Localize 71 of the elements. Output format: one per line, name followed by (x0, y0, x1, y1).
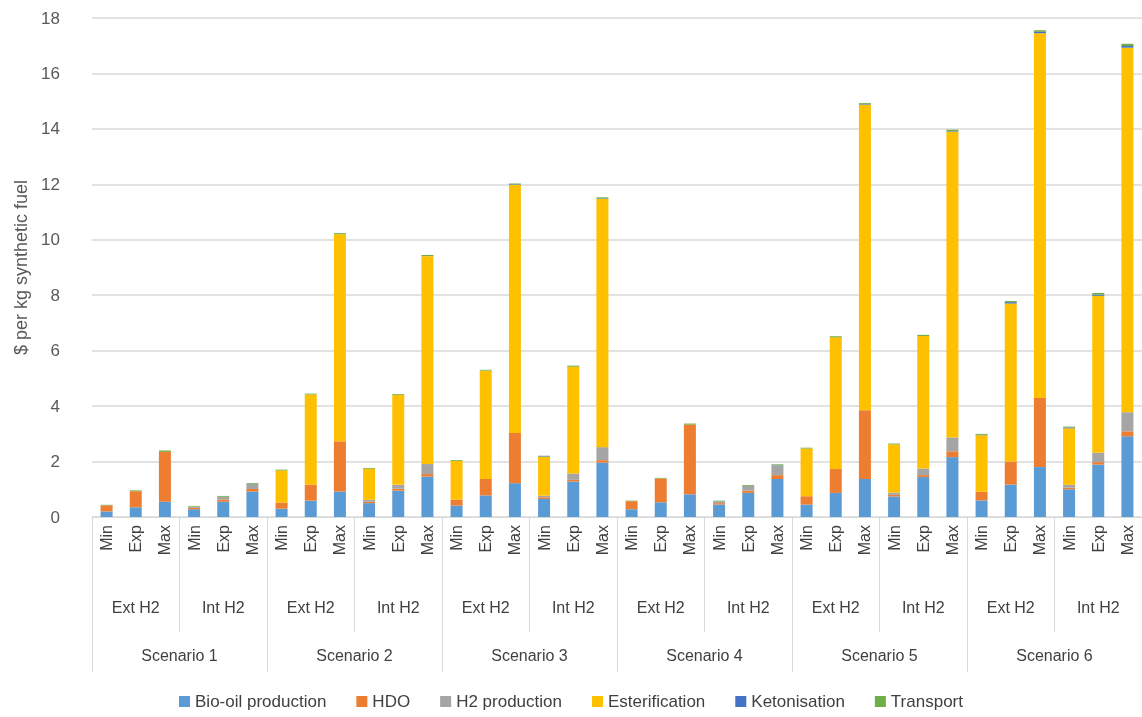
y-tick-label: 18 (41, 8, 60, 28)
text: Ext H2 (111, 598, 160, 616)
x-tick-label: Min (98, 525, 116, 551)
y-tick-label: 6 (50, 341, 60, 361)
y-tick-label: 8 (50, 285, 60, 305)
x-tick-label: Min (1060, 525, 1078, 551)
legend-label: Bio-oil production (195, 692, 327, 711)
x-tick-label: Max (156, 525, 174, 556)
x-tick-label: Exp (477, 524, 495, 553)
y-tick-label: 2 (50, 452, 60, 472)
x-tick-label: Exp (214, 524, 232, 553)
x-tick-label: Max (243, 525, 261, 556)
x-tick-label: Min (185, 525, 203, 551)
x-tick-label: Min (360, 525, 378, 551)
text: Scenario 4 (666, 646, 743, 664)
x-tick-label: Exp (739, 524, 757, 553)
x-tick-label: Max (1031, 525, 1049, 556)
x-tick-label: Exp (827, 524, 845, 553)
legend-label: HDO (372, 692, 411, 711)
text: Scenario 2 (316, 646, 393, 664)
y-tick-label: 14 (41, 119, 60, 139)
text: Int H2 (901, 598, 945, 616)
x-tick-label: Max (418, 525, 436, 556)
y-tick-label: 0 (50, 507, 60, 527)
text: Scenario 6 (1016, 646, 1093, 664)
x-tick-label: Exp (389, 524, 407, 553)
x-tick-label: Exp (1089, 524, 1107, 553)
x-tick-label: Min (710, 525, 728, 551)
x-tick-label: Exp (127, 524, 145, 553)
x-tick-label: Exp (564, 524, 582, 553)
x-tick-label: Max (681, 525, 699, 556)
y-tick-label: 16 (41, 63, 60, 83)
x-tick-label: Min (623, 525, 641, 551)
y-tick-label: 10 (41, 230, 60, 250)
y-tick-label: 4 (50, 396, 60, 416)
text: Int H2 (376, 598, 420, 616)
legend-label: Esterification (607, 692, 706, 711)
x-tick-label: Min (798, 525, 816, 551)
x-tick-label: Exp (302, 524, 320, 553)
legend-label: H2 production (456, 692, 562, 711)
x-tick-label: Min (973, 525, 991, 551)
x-tick-label: Max (943, 525, 961, 556)
text: Int H2 (1076, 598, 1120, 616)
text: Ext H2 (986, 598, 1035, 616)
x-tick-label: Min (535, 525, 553, 551)
x-tick-label: Max (331, 525, 349, 556)
x-tick-label: Min (885, 525, 903, 551)
text: Ext H2 (811, 598, 860, 616)
text: Ext H2 (286, 598, 335, 616)
x-tick-label: Max (593, 525, 611, 556)
text: Int H2 (551, 598, 595, 616)
text: Scenario 1 (141, 646, 218, 664)
text: Ext H2 (461, 598, 510, 616)
text: Scenario 5 (841, 646, 918, 664)
text: Scenario 3 (491, 646, 568, 664)
text: Ext H2 (636, 598, 685, 616)
legend-label: Ketonisation (751, 692, 845, 711)
legend-label: Transport (890, 692, 964, 711)
x-tick-label: Exp (1002, 524, 1020, 553)
x-tick-label: Exp (914, 524, 932, 553)
x-tick-label: Max (768, 525, 786, 556)
x-tick-label: Max (506, 525, 524, 556)
x-tick-label: Max (856, 525, 874, 556)
text: Int H2 (726, 598, 770, 616)
text: Int H2 (201, 598, 245, 616)
x-tick-label: Min (273, 525, 291, 551)
y-tick-label: 12 (41, 174, 60, 194)
x-tick-label: Max (1118, 525, 1136, 556)
x-tick-label: Exp (652, 524, 670, 553)
y-axis-title: $ per kg synthetic fuel (11, 179, 32, 356)
x-tick-label: Min (448, 525, 466, 551)
